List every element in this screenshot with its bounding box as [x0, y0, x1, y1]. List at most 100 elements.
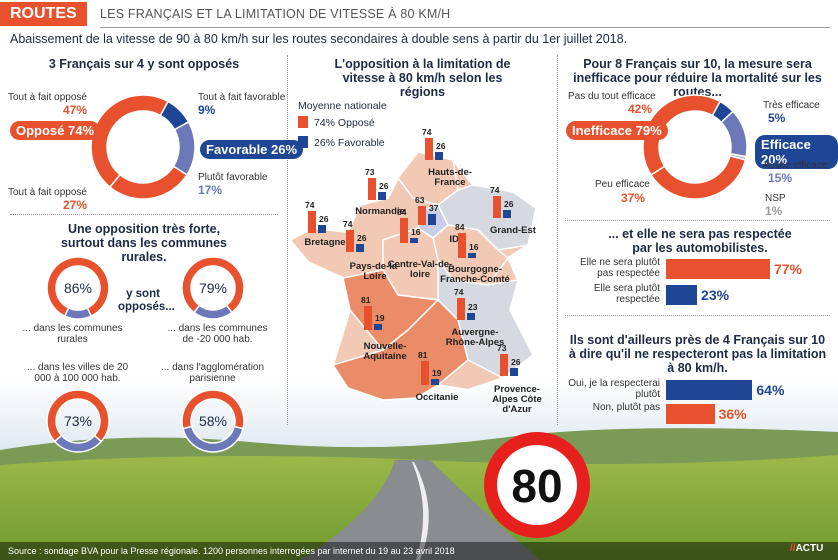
region-value-favorable: 26	[504, 199, 514, 210]
region-value-favorable: 23	[468, 302, 478, 313]
small-donut-value: 79%	[199, 280, 227, 296]
page-title: LES FRANÇAIS ET LA LIMITATION DE VITESSE…	[100, 7, 451, 21]
bar-value: 23%	[701, 287, 730, 303]
tout-oppose-value: 47%	[63, 103, 88, 117]
inefficace-title: Pour 8 Français sur 10, la mesure sera i…	[573, 57, 822, 99]
region-label: Centre-Val-de-loire	[387, 259, 453, 280]
small-donut-rest-slice	[182, 425, 244, 453]
region-label: IDF	[449, 234, 465, 245]
header-divider	[100, 27, 830, 28]
plutot-favorable-value: 17%	[198, 183, 223, 197]
region-value-favorable: 37	[429, 202, 439, 213]
region-value-oppose: 84	[397, 206, 407, 217]
plutot-favorable-slice	[172, 120, 196, 176]
small-donut: 58%	[181, 389, 245, 453]
column-divider-left	[287, 55, 288, 425]
oppose-donut	[90, 94, 196, 200]
region-value-favorable: 16	[469, 242, 479, 253]
small-donut-rest-slice	[63, 306, 93, 320]
assez-efficace-value: 15%	[768, 171, 793, 185]
region-bar-favorable	[503, 210, 511, 218]
region-bar-favorable	[318, 225, 326, 233]
bar-value: 64%	[756, 382, 785, 398]
region-bar-oppose	[308, 210, 316, 233]
inefficace-donut	[642, 94, 748, 200]
region-value-oppose: 73	[365, 167, 375, 178]
region-value-favorable: 19	[375, 313, 385, 324]
france-map	[288, 150, 538, 402]
bar-label: Non, plutôt pas	[592, 402, 660, 413]
favorable-pill-value: 26%	[271, 142, 298, 157]
pas-efficace-value: 42%	[628, 102, 653, 116]
region-value-favorable: 16	[411, 227, 421, 238]
legend-oppose-swatch	[298, 116, 308, 128]
region-bar-favorable	[435, 152, 443, 160]
nsp-value: 1%	[765, 204, 783, 218]
region-bar-favorable	[378, 192, 386, 200]
bar	[666, 380, 753, 400]
region-bar-favorable	[410, 238, 418, 243]
region-label: Bourgogne-Franche-Comté	[440, 264, 510, 285]
speed-limit-value: 80	[511, 460, 562, 512]
inefficace-pill-value: 79%	[635, 123, 662, 138]
row-divider-left	[10, 214, 278, 215]
bar-label: Elle ne sera plutôt pas respectée	[579, 257, 660, 279]
region-value-oppose: 63	[415, 195, 425, 206]
region-bar-oppose	[493, 195, 501, 218]
region-bar-favorable	[510, 368, 518, 376]
section-tag: ROUTES	[0, 2, 87, 26]
small-donut-rest-slice	[192, 304, 234, 320]
peu-efficace-slice	[650, 155, 747, 200]
assez-efficace-label: Assez efficace	[763, 160, 828, 171]
favorable-pill: Favorable 26%	[200, 140, 304, 159]
region-value-favorable: 26	[436, 141, 446, 152]
tout-oppose-label: Tout à fait opposé	[8, 92, 87, 103]
tout-favorable-value: 9%	[198, 103, 216, 117]
region-value-oppose: 81	[418, 349, 428, 360]
oppose-pill: Opposé 74%	[10, 121, 101, 140]
region-label: Nouvelle-Aquitaine	[363, 341, 407, 362]
region-bar-oppose	[457, 297, 465, 320]
small-donut-oppose-slice	[46, 389, 110, 443]
region-value-oppose: 73	[497, 343, 507, 354]
small-donut: 86%	[46, 256, 110, 320]
legend-oppose-label: 74% Opposé	[314, 117, 375, 129]
region-bar-favorable	[356, 244, 364, 252]
small-donut-label: ... dans l'agglomération parisienne	[160, 362, 265, 384]
legend-favorable-label: 26% Favorable	[314, 137, 385, 149]
region-bar-favorable	[431, 379, 439, 385]
region-value-oppose: 74	[490, 184, 500, 195]
small-donut-value: 58%	[199, 413, 227, 429]
small-donut: 73%	[46, 389, 110, 453]
tres-efficace-value: 5%	[768, 111, 786, 125]
small-donut-value: 86%	[64, 280, 92, 296]
region-label: Pays-de-la-Loire	[349, 261, 401, 282]
region-bar-oppose	[500, 354, 508, 376]
region-bar-oppose	[458, 232, 466, 258]
region-value-oppose: 74	[454, 286, 464, 297]
region-bar-oppose	[364, 305, 372, 330]
column-divider-right	[557, 55, 558, 425]
region-value-oppose: 84	[455, 221, 465, 232]
bar	[666, 259, 770, 279]
oppose-pill-label: Opposé	[16, 123, 65, 138]
assez-efficace-slice	[720, 110, 748, 158]
inefficace-pill: Inefficace 79%	[566, 121, 668, 140]
small-donut-label: ... dans les communes rurales	[22, 323, 123, 345]
respect-title: ... et elle ne sera pas respectée par le…	[608, 227, 792, 255]
legend-favorable-swatch	[298, 136, 308, 148]
pas-efficace-label: Pas du tout efficace	[568, 91, 656, 102]
small-donuts-center-label: y sont opposés...	[118, 288, 175, 313]
small-donut-label: ... dans les communes de -20 000 hab.	[167, 323, 268, 345]
tout-favorable-label: Tout à fait favorable	[198, 92, 286, 103]
region-bar-favorable	[468, 253, 476, 258]
small-donut-label: ... dans les villes de 20 000 à 100 000 …	[26, 362, 129, 384]
region-label: Normandie	[355, 206, 405, 217]
oppose-pill-value: 74%	[68, 123, 95, 138]
efficace-pill: Efficace 20%	[755, 135, 838, 169]
bar-value: 77%	[773, 261, 802, 277]
tres-efficace-label: Très efficace	[763, 100, 820, 111]
plutot-oppose-value: 27%	[63, 198, 88, 212]
small-donut-rest-slice	[53, 434, 103, 453]
peu-efficace-label: Peu efficace	[595, 179, 650, 190]
